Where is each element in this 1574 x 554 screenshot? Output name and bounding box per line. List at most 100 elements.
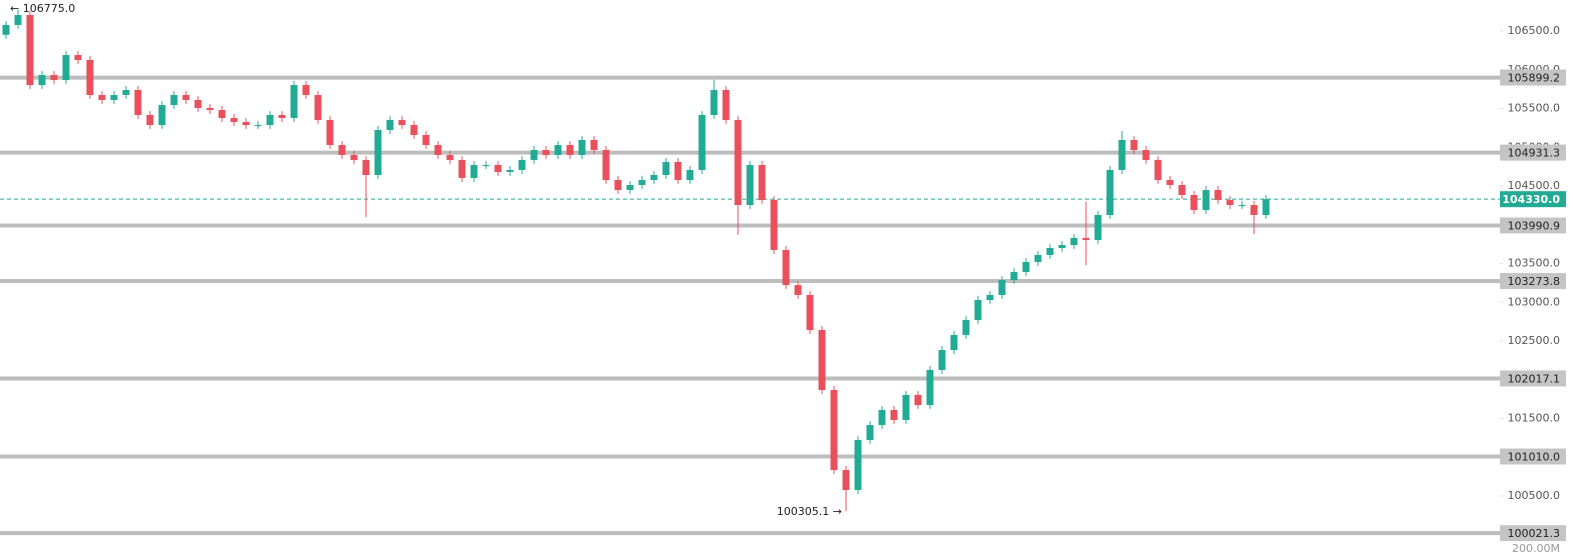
candle-body xyxy=(494,165,502,172)
candle-body xyxy=(314,95,322,120)
candle-body xyxy=(1166,180,1174,186)
candle-body xyxy=(602,149,610,181)
candle-body xyxy=(770,199,778,250)
candle-body xyxy=(38,75,46,86)
level-label-box xyxy=(1500,69,1566,86)
candle-body xyxy=(1106,169,1114,215)
candle-body xyxy=(122,89,130,96)
candle-body xyxy=(1034,254,1042,262)
candle-body xyxy=(1118,139,1126,170)
level-label-box xyxy=(1500,273,1566,290)
candle-body xyxy=(1010,271,1018,281)
candle-body xyxy=(830,390,838,470)
candle-body xyxy=(470,165,478,178)
current-price-box xyxy=(1500,191,1566,208)
candle-body xyxy=(338,145,346,156)
candle-body xyxy=(578,139,586,156)
candle-body xyxy=(530,149,538,160)
candle-body xyxy=(446,155,454,160)
candle-body xyxy=(26,15,34,86)
candle-body xyxy=(206,107,214,110)
candle-body xyxy=(662,161,670,176)
candle-body xyxy=(1214,190,1222,200)
candle-body xyxy=(290,85,298,118)
candle-body xyxy=(986,294,994,301)
axis-labels: 105899.2 104931.3 103990.9 103273.8 102017.1… xyxy=(10,2,1566,554)
candle-body xyxy=(182,95,190,100)
candle-body xyxy=(266,115,274,126)
candle-body xyxy=(722,89,730,120)
candle-body xyxy=(1154,159,1162,181)
candle-body xyxy=(734,119,742,205)
candle-body xyxy=(746,165,754,205)
candle-body xyxy=(194,99,202,108)
candle-body xyxy=(794,285,802,295)
level-label-box xyxy=(1500,525,1566,542)
candle-body xyxy=(2,24,10,35)
candle-body xyxy=(158,105,166,126)
level-label-box xyxy=(1500,217,1566,234)
candle-body xyxy=(170,95,178,106)
candle-body xyxy=(686,169,694,181)
candle-body xyxy=(1082,237,1090,240)
candle-body xyxy=(590,139,598,150)
candle-body xyxy=(878,409,886,426)
candle-body xyxy=(626,185,634,191)
candle-body xyxy=(614,180,622,191)
level-label: 103990.9 xyxy=(1508,219,1561,232)
candle-body xyxy=(1142,149,1150,160)
y-tick-label: 103000.0 xyxy=(1508,295,1561,308)
candle-body xyxy=(998,280,1006,295)
candle-body xyxy=(14,15,22,25)
candle-body xyxy=(866,425,874,440)
candle-body xyxy=(758,165,766,200)
candle-body xyxy=(410,125,418,136)
current-price-label: 104330.0 xyxy=(1502,193,1560,206)
level-label: 102017.1 xyxy=(1508,372,1561,385)
level-label: 103273.8 xyxy=(1508,275,1561,288)
candle-body xyxy=(938,350,946,371)
candle-body xyxy=(638,180,646,186)
candle-body xyxy=(110,95,118,100)
candle-body xyxy=(1190,195,1198,211)
candle-body xyxy=(386,119,394,130)
candle-body xyxy=(422,135,430,146)
candle-body xyxy=(1130,139,1138,150)
y-tick-label: 103500.0 xyxy=(1508,257,1561,270)
low-annotation: 100305.1 → xyxy=(777,505,842,518)
level-label-box xyxy=(1500,448,1566,465)
candle-body xyxy=(518,159,526,170)
candle-body xyxy=(914,394,922,406)
candle-body xyxy=(1022,261,1030,272)
candle-body xyxy=(542,149,550,156)
candle-body xyxy=(710,89,718,116)
candle-body xyxy=(698,115,706,170)
y-tick-label: 101500.0 xyxy=(1508,412,1561,425)
candle-body xyxy=(950,334,958,351)
candle-body xyxy=(1178,185,1186,196)
candle-body xyxy=(218,109,226,118)
levels xyxy=(0,75,1500,536)
volume-axis-label: 200.00M xyxy=(1512,542,1560,554)
high-annotation: ← 106775.0 xyxy=(10,2,75,15)
candle-body xyxy=(134,89,142,116)
level-label-box xyxy=(1500,370,1566,387)
y-tick-label: 100500.0 xyxy=(1508,489,1561,502)
candle-body xyxy=(458,159,466,178)
candle-body xyxy=(1262,199,1270,215)
candle-body xyxy=(302,85,310,96)
candle-body xyxy=(230,117,238,122)
candle-body xyxy=(962,320,970,335)
candle-body xyxy=(650,175,658,181)
candle-body xyxy=(818,330,826,391)
level-label: 105899.2 xyxy=(1508,72,1561,85)
candle-body xyxy=(1058,244,1066,249)
y-tick-label: 106500.0 xyxy=(1508,24,1561,37)
candle-body xyxy=(890,409,898,420)
candle-body xyxy=(254,125,262,127)
y-tick-label: 105500.0 xyxy=(1508,102,1561,115)
candle-body xyxy=(1070,237,1078,245)
candle-body xyxy=(806,294,814,331)
candle-body xyxy=(1094,214,1102,240)
candle-body xyxy=(974,300,982,321)
